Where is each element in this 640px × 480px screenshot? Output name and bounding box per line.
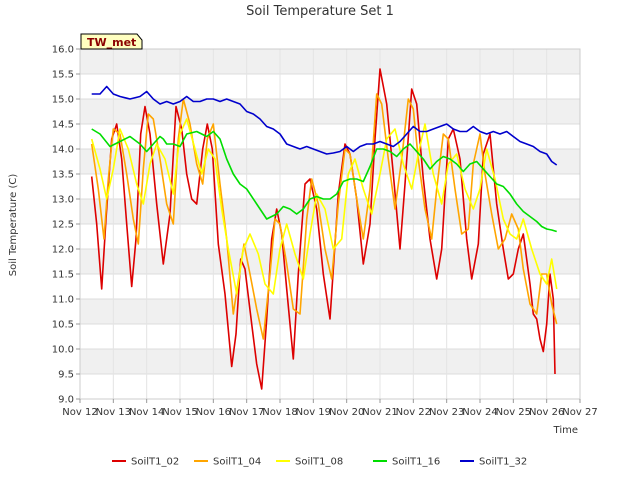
legend-label: SoilT1_08	[295, 457, 343, 468]
y-tick-label: 9.0	[58, 395, 74, 406]
x-tick-label: Nov 27	[562, 407, 597, 418]
x-tick-label: Nov 17	[229, 407, 264, 418]
series-line-soilt1-02	[90, 68, 556, 390]
chart-title: Soil Temperature Set 1	[246, 4, 394, 19]
x-tick-label: Nov 15	[162, 407, 197, 418]
legend-label: SoilT1_16	[392, 457, 440, 468]
y-tick-label: 10.0	[52, 345, 74, 356]
y-tick-label: 13.5	[52, 170, 74, 181]
plot-band	[80, 99, 580, 124]
x-tick-label: Nov 24	[462, 407, 497, 418]
x-tick-label: Nov 12	[62, 407, 97, 418]
x-tick-label: Nov 26	[529, 407, 564, 418]
y-axis-ticks: 9.0 9.5 10.0 10.5 11.0 11.5 12.0 12.5 13.0 13.5 14…	[52, 45, 80, 406]
x-tick-label: Nov 16	[196, 407, 231, 418]
station-badge-label: TW_met	[87, 36, 136, 49]
y-tick-label: 14.0	[52, 145, 74, 156]
legend-label: SoilT1_02	[131, 457, 179, 468]
plot-band	[80, 199, 580, 224]
y-tick-label: 15.0	[52, 95, 74, 106]
y-tick-label: 12.5	[52, 220, 74, 231]
y-tick-label: 13.0	[52, 195, 74, 206]
y-tick-label: 11.5	[52, 270, 74, 281]
station-badge-box	[80, 33, 143, 50]
y-tick-label: 15.5	[52, 70, 74, 81]
series-line-soilt1-04	[90, 93, 558, 340]
y-tick-label: 12.0	[52, 245, 74, 256]
x-tick-label: Nov 20	[329, 407, 364, 418]
x-tick-label: Nov 25	[496, 407, 531, 418]
legend: SoilT1_02 SoilT1_04 SoilT1_08 SoilT1_16 Soil…	[112, 457, 527, 468]
plot-band	[80, 49, 580, 74]
series-line-soilt1-16	[91, 128, 557, 233]
y-axis-label: Soil Temperature (C)	[8, 174, 19, 277]
x-axis-label: Time	[553, 425, 578, 436]
plot-band	[80, 349, 580, 374]
y-tick-label: 14.5	[52, 120, 74, 131]
x-tick-label: Nov 21	[362, 407, 397, 418]
y-tick-label: 11.0	[52, 295, 74, 306]
series-layer	[90, 68, 558, 390]
x-tick-label: Nov 18	[262, 407, 297, 418]
y-tick-label: 10.5	[52, 320, 74, 331]
legend-label: SoilT1_04	[213, 457, 261, 468]
x-tick-label: Nov 14	[129, 407, 164, 418]
y-tick-label: 16.0	[52, 45, 74, 56]
x-tick-label: Nov 19	[296, 407, 331, 418]
x-tick-label: Nov 23	[429, 407, 464, 418]
x-tick-label: Nov 22	[396, 407, 431, 418]
x-tick-label: Nov 13	[96, 407, 131, 418]
legend-label: SoilT1_32	[479, 457, 527, 468]
series-line-soilt1-32	[91, 85, 558, 166]
y-tick-label: 9.5	[58, 370, 74, 381]
station-badge: TW_met	[80, 33, 143, 50]
